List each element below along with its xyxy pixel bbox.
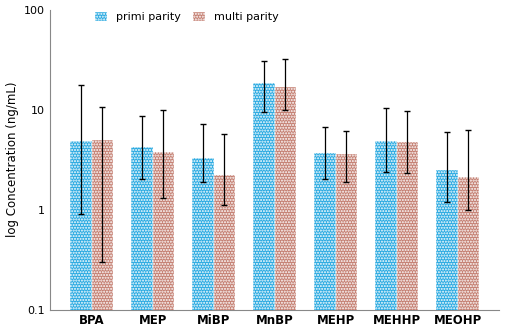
- Y-axis label: log Concentration (ng/mL): log Concentration (ng/mL): [6, 82, 19, 237]
- Bar: [436, 170, 458, 333]
- Bar: [214, 175, 235, 333]
- Bar: [70, 142, 92, 333]
- Bar: [254, 83, 275, 333]
- Legend: primi parity, multi parity: primi parity, multi parity: [91, 9, 281, 24]
- Bar: [153, 152, 174, 333]
- Bar: [192, 158, 214, 333]
- Bar: [375, 141, 397, 333]
- Bar: [131, 147, 153, 333]
- Bar: [397, 143, 418, 333]
- Bar: [92, 140, 113, 333]
- Bar: [336, 154, 357, 333]
- Bar: [275, 87, 296, 333]
- Bar: [458, 177, 479, 333]
- Bar: [314, 153, 336, 333]
